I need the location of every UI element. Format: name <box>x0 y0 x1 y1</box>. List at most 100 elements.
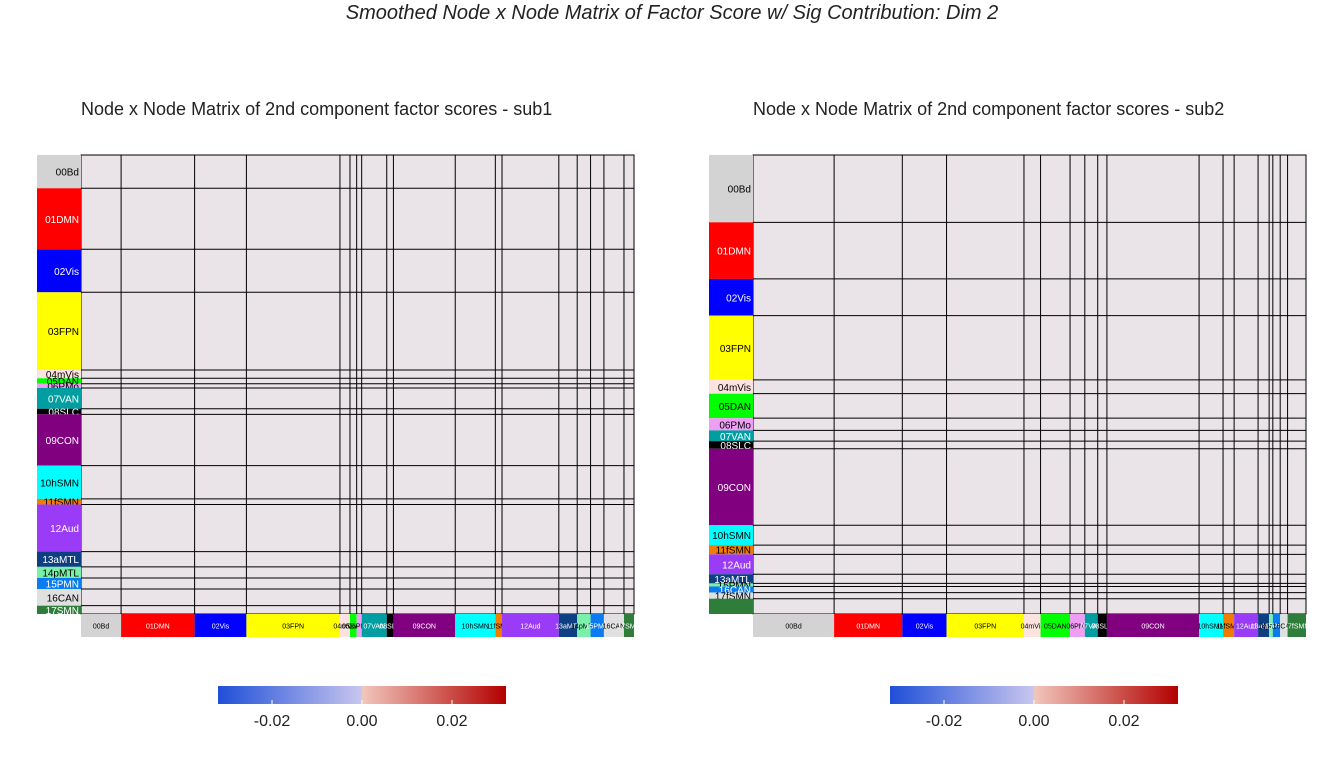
x-tick-label: 03FPN <box>282 624 304 631</box>
x-band-08SLC <box>386 614 394 637</box>
y-band-09CON <box>709 448 753 526</box>
y-tick-label: 06PMo <box>719 420 751 431</box>
y-tick-label: 17fSMN <box>715 592 751 603</box>
y-tick-label: 03FPN <box>48 327 79 338</box>
x-tick-label: 11fSMN <box>1216 624 1241 631</box>
y-band-07VAN <box>709 430 753 442</box>
x-tick-label: 13aMTL <box>555 624 581 631</box>
y-tick-label: 15PMN <box>46 579 79 590</box>
x-tick-label: 14pMTL <box>571 624 597 631</box>
y-tick-label: 13aMTL <box>714 575 751 586</box>
y-tick-label: 10hSMN <box>712 531 751 542</box>
y-tick-label: 14pMTL <box>42 568 79 579</box>
x-tick-label: 16CAN <box>1273 624 1296 631</box>
y-tick-label: 13aMTL <box>42 555 79 566</box>
y-tick-label: 02Vis <box>54 267 79 278</box>
x-band-11fSMN <box>1223 614 1235 637</box>
x-band-17fSMN <box>1287 614 1306 637</box>
y-tick-label: 05DAN <box>47 377 79 388</box>
x-band-05DAN <box>349 614 357 637</box>
x-band-06PMo <box>1070 614 1085 637</box>
x-tick-label: 10hSMN <box>462 624 489 631</box>
x-tick-label: 00Bd <box>93 624 109 631</box>
x-band-13aMTL <box>558 614 578 637</box>
x-band-14pMTL <box>1269 614 1273 637</box>
x-band-03FPN <box>246 614 340 637</box>
y-band-12Aud <box>709 554 753 575</box>
x-tick-label: 05DAN <box>1044 624 1067 631</box>
y-tick-label: 00Bd <box>56 168 79 179</box>
x-band-07VAN <box>1084 614 1098 637</box>
y-tick-label: 17SMN <box>46 606 79 617</box>
x-band-13aMTL <box>1258 614 1270 637</box>
x-tick-label: 10hSMN <box>1197 624 1224 631</box>
x-band-16CAN <box>1280 614 1288 637</box>
y-band-05DAN <box>37 378 81 384</box>
x-tick-label: 00Bd <box>785 624 801 631</box>
y-band-17fSMN <box>709 598 753 614</box>
x-band-06PMo <box>356 614 362 637</box>
x-tick-label: 02Vis <box>916 624 934 631</box>
y-tick-label: 08SLC <box>720 441 751 452</box>
y-tick-label: 06PMo <box>47 382 79 393</box>
x-band-07VAN <box>361 614 387 637</box>
colorbar-tick-label: 0.02 <box>436 713 467 730</box>
x-tick-label: 05DAN <box>342 624 365 631</box>
x-tick-label: 04mVis <box>333 624 357 631</box>
colorbar-tick-label: 0.02 <box>1108 713 1139 730</box>
y-band-03FPN <box>709 315 753 380</box>
x-tick-label: 17fSMN <box>1284 624 1309 631</box>
colorbar <box>890 686 1178 704</box>
x-band-09CON <box>1106 614 1200 637</box>
colorbar-tick-label: -0.02 <box>926 713 963 730</box>
y-band-15PMN <box>37 577 81 590</box>
y-band-11fSMN <box>37 498 81 505</box>
x-band-01DMN <box>834 614 903 637</box>
x-tick-label: 06PMo <box>1066 624 1088 631</box>
y-band-16CAN <box>709 592 753 599</box>
y-band-14pMTL <box>709 583 753 587</box>
x-band-04mVis <box>1023 614 1041 637</box>
y-band-10hSMN <box>709 525 753 546</box>
y-band-01DMN <box>37 188 81 250</box>
y-band-00Bd <box>709 155 753 223</box>
y-tick-label: 03FPN <box>720 344 751 355</box>
colorbar-tick-label: 0.00 <box>1018 713 1049 730</box>
y-band-03FPN <box>37 292 81 370</box>
x-band-04mVis <box>339 614 350 637</box>
y-band-16CAN <box>37 589 81 606</box>
y-band-05DAN <box>709 393 753 419</box>
matrix-background <box>80 154 635 615</box>
y-tick-label: 04mVis <box>718 383 751 394</box>
y-tick-label: 16CAN <box>719 586 751 597</box>
y-band-04mVis <box>37 369 81 379</box>
y-band-07VAN <box>37 387 81 409</box>
x-tick-label: 03FPN <box>974 624 996 631</box>
x-band-15PMN <box>590 614 604 637</box>
y-band-15PMN <box>709 586 753 593</box>
y-tick-label: 08SLC <box>48 408 79 419</box>
x-tick-label: 07VAN <box>363 624 385 631</box>
y-band-11fSMN <box>709 545 753 555</box>
heatmap-panel-sub1: 00Bd01DMN02Vis03FPN04mVis05DAN06PMo07VAN… <box>37 154 641 730</box>
y-band-08SLC <box>37 408 81 415</box>
x-tick-label: 06PMo <box>348 624 370 631</box>
x-band-00Bd <box>753 614 835 637</box>
y-tick-label: 09CON <box>718 483 751 494</box>
panel-title-sub2: Node x Node Matrix of 2nd component fact… <box>753 99 1225 119</box>
x-band-10hSMN <box>1199 614 1224 637</box>
x-band-01DMN <box>121 614 195 637</box>
x-band-03FPN <box>946 614 1024 637</box>
matrix-background <box>752 154 1307 615</box>
x-tick-label: 01DMN <box>146 624 170 631</box>
y-tick-label: 05DAN <box>719 402 751 413</box>
y-band-14pMTL <box>37 566 81 578</box>
x-band-00Bd <box>81 614 122 637</box>
colorbar <box>218 686 506 704</box>
y-band-12Aud <box>37 504 81 552</box>
y-tick-label: 10hSMN <box>40 478 79 489</box>
y-band-10hSMN <box>37 465 81 499</box>
x-tick-label: 09CON <box>1141 624 1164 631</box>
x-tick-label: 08SLC <box>1092 624 1113 631</box>
